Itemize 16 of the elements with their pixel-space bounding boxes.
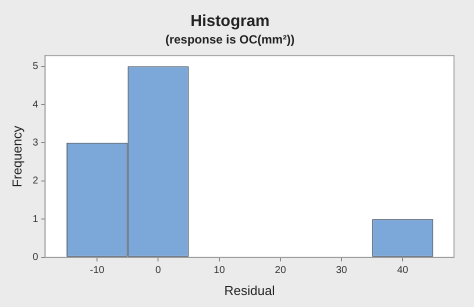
y-tick-label: 4 [32, 99, 39, 110]
x-axis-title: Residual [224, 282, 275, 298]
x-tick-label: 10 [214, 265, 226, 276]
y-tick-label: 3 [32, 137, 39, 148]
x-tick-label: -10 [90, 265, 105, 276]
y-tick-label: 5 [32, 61, 39, 72]
y-tick-label: 0 [32, 252, 39, 264]
x-tick-label: 0 [155, 265, 162, 276]
chart-subtitle: (response is OC(mm²)) [165, 32, 295, 47]
y-tick-label: 1 [32, 214, 39, 225]
y-axis-title: Frequency [9, 125, 24, 188]
chart-title: Histogram [190, 13, 270, 30]
x-tick-label: 20 [274, 265, 286, 276]
y-tick-label: 2 [32, 176, 39, 187]
x-tick-label: 40 [397, 265, 409, 276]
x-tick-label: 30 [336, 265, 348, 276]
